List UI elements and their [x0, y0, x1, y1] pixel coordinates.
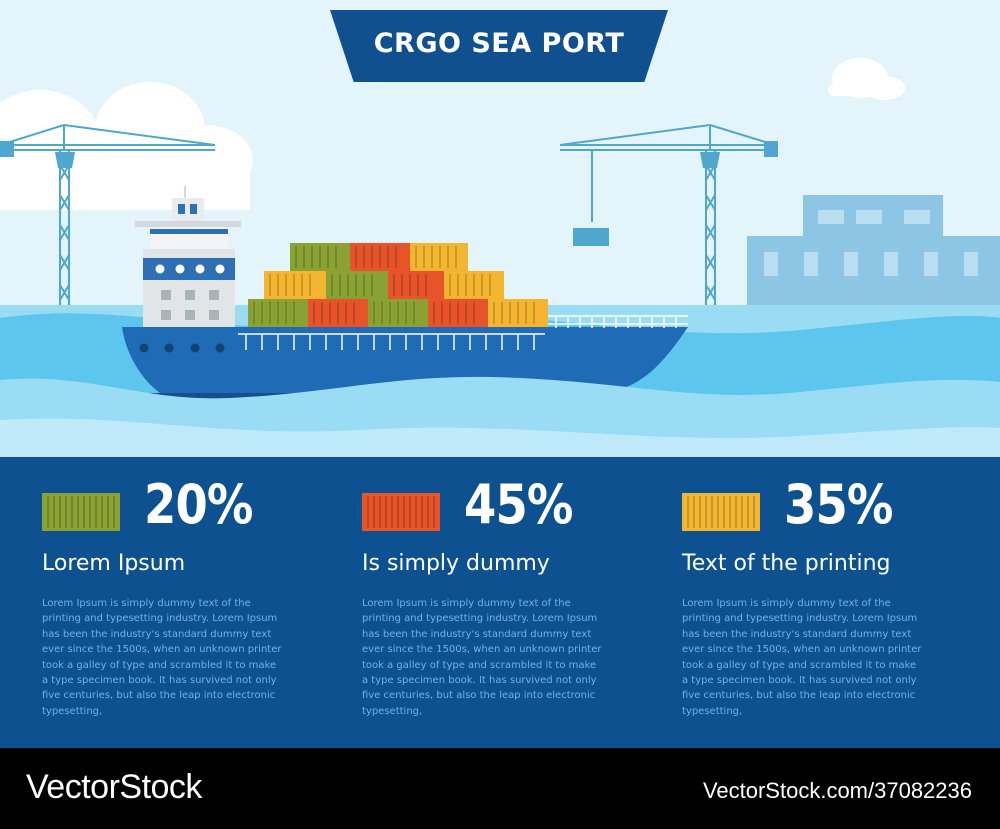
- left-crane: [0, 124, 216, 311]
- right-crane: [559, 124, 776, 311]
- portholes: [139, 343, 225, 353]
- page-title: CRGO SEA PORT: [373, 28, 625, 59]
- red-container-icon: [362, 493, 440, 531]
- stats-panel: 20% Lorem Ipsum Lorem Ipsum is simply du…: [0, 457, 1000, 748]
- stat-heading: Lorem Ipsum: [42, 551, 186, 576]
- ship-hull: [122, 327, 688, 393]
- green-container-icon: [42, 493, 120, 531]
- stat-card-1: 20% Lorem Ipsum Lorem Ipsum is simply du…: [42, 457, 342, 748]
- title-banner: [330, 10, 668, 82]
- port-illustration: CRGO SEA PORT: [0, 0, 1000, 457]
- stat-heading: Is simply dummy: [362, 551, 550, 576]
- port-building: [747, 195, 1000, 311]
- right-cloud: [828, 58, 905, 100]
- watermark-bar: VectorStock VectorStock.com/37082236: [0, 748, 1000, 829]
- stat-description: Lorem Ipsum is simply dummy text of the …: [42, 598, 282, 717]
- right-crane-cab: [700, 152, 720, 168]
- stat-description: Lorem Ipsum is simply dummy text of the …: [682, 598, 922, 717]
- stat-value: 45%: [464, 473, 573, 536]
- right-crane-counterweight: [764, 141, 778, 157]
- left-crane-cab: [55, 152, 75, 168]
- stat-value: 35%: [784, 473, 893, 536]
- watermark-brand: VectorStock: [26, 768, 202, 806]
- stat-heading: Text of the printing: [682, 551, 891, 576]
- ship-railing: [238, 315, 688, 350]
- watermark-id: VectorStock.com/37082236: [702, 778, 972, 803]
- hanging-container: [573, 228, 609, 246]
- left-crane-counterweight: [0, 141, 14, 157]
- wave-foam: [0, 418, 1000, 457]
- stat-card-2: 45% Is simply dummy Lorem Ipsum is simpl…: [362, 457, 662, 748]
- yellow-container-icon: [682, 493, 760, 531]
- stat-description: Lorem Ipsum is simply dummy text of the …: [362, 598, 602, 717]
- stat-value: 20%: [144, 473, 253, 536]
- stat-card-3: 35% Text of the printing Lorem Ipsum is …: [682, 457, 982, 748]
- left-cloud: [0, 82, 253, 210]
- ship-bridge: [135, 186, 241, 329]
